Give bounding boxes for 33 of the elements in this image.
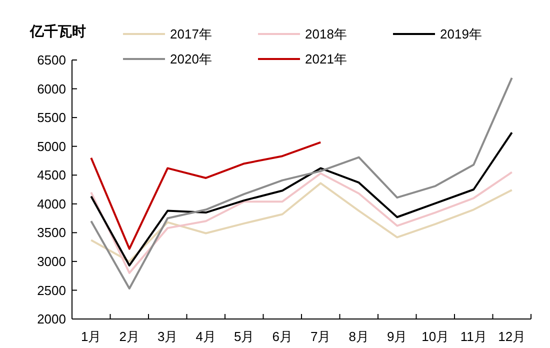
x-tick-label: 2月 xyxy=(119,329,140,344)
y-tick-label: 5000 xyxy=(37,138,66,154)
legend-label: 2017年 xyxy=(170,26,212,42)
x-tick-label: 8月 xyxy=(348,329,369,344)
y-tick-label: 6000 xyxy=(37,81,66,96)
line-series xyxy=(90,76,513,290)
y-tick-label: 4500 xyxy=(37,168,66,183)
line-series xyxy=(90,171,513,274)
y-tick-label: 3000 xyxy=(37,254,66,269)
y-tick-label: 3500 xyxy=(37,225,66,240)
y-tick-label: 2500 xyxy=(37,282,66,298)
x-tick-label: 12月 xyxy=(498,329,526,344)
y-tick-label: 2000 xyxy=(37,312,66,327)
x-tick-label: 6月 xyxy=(272,329,292,344)
x-tick-label: 11月 xyxy=(460,329,487,344)
y-tick-label: 4000 xyxy=(37,196,66,212)
line-series xyxy=(90,141,322,250)
y-tick-label: 6500 xyxy=(37,52,66,68)
line-series xyxy=(90,132,513,266)
legend-label: 2018年 xyxy=(305,26,347,42)
x-tick-label: 5月 xyxy=(234,329,254,344)
x-tick-label: 7月 xyxy=(310,329,331,344)
x-tick-label: 1月 xyxy=(81,329,102,344)
legend-label: 2020年 xyxy=(170,52,212,67)
y-tick-label: 5500 xyxy=(37,110,66,126)
x-tick-label: 3月 xyxy=(158,329,178,344)
line-series xyxy=(90,182,513,262)
legend-label: 2021年 xyxy=(305,52,347,67)
x-tick-label: 9月 xyxy=(387,329,408,344)
x-tick-label: 4月 xyxy=(196,329,216,344)
legend-label: 2019年 xyxy=(440,26,482,42)
x-tick-label: 10月 xyxy=(422,329,450,344)
y-axis-title: 亿千瓦时 xyxy=(29,23,86,39)
